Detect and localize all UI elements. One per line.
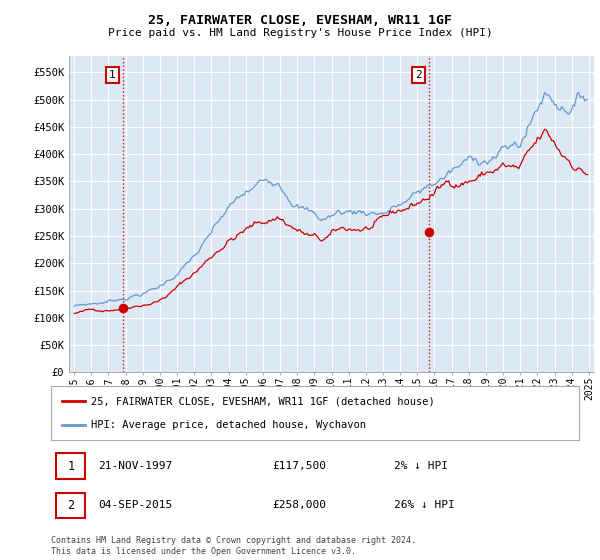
Text: £258,000: £258,000 (273, 501, 327, 510)
Text: 25, FAIRWATER CLOSE, EVESHAM, WR11 1GF: 25, FAIRWATER CLOSE, EVESHAM, WR11 1GF (148, 14, 452, 27)
Text: 26% ↓ HPI: 26% ↓ HPI (394, 501, 455, 510)
Point (424, 227, 434, 236)
FancyBboxPatch shape (56, 454, 85, 479)
Text: HPI: Average price, detached house, Wychavon: HPI: Average price, detached house, Wych… (91, 419, 365, 430)
Text: 21-NOV-1997: 21-NOV-1997 (98, 461, 173, 471)
FancyBboxPatch shape (56, 493, 85, 518)
Text: 04-SEP-2015: 04-SEP-2015 (98, 501, 173, 510)
Text: 2: 2 (67, 499, 74, 512)
Text: 2% ↓ HPI: 2% ↓ HPI (394, 461, 448, 471)
Text: £117,500: £117,500 (273, 461, 327, 471)
Text: Price paid vs. HM Land Registry's House Price Index (HPI): Price paid vs. HM Land Registry's House … (107, 28, 493, 38)
Text: 2: 2 (415, 70, 422, 80)
Text: 25, FAIRWATER CLOSE, EVESHAM, WR11 1GF (detached house): 25, FAIRWATER CLOSE, EVESHAM, WR11 1GF (… (91, 396, 434, 407)
Text: 1: 1 (109, 70, 116, 80)
Point (118, 304, 128, 313)
Text: Contains HM Land Registry data © Crown copyright and database right 2024.
This d: Contains HM Land Registry data © Crown c… (51, 536, 416, 556)
Text: 1: 1 (67, 460, 74, 473)
